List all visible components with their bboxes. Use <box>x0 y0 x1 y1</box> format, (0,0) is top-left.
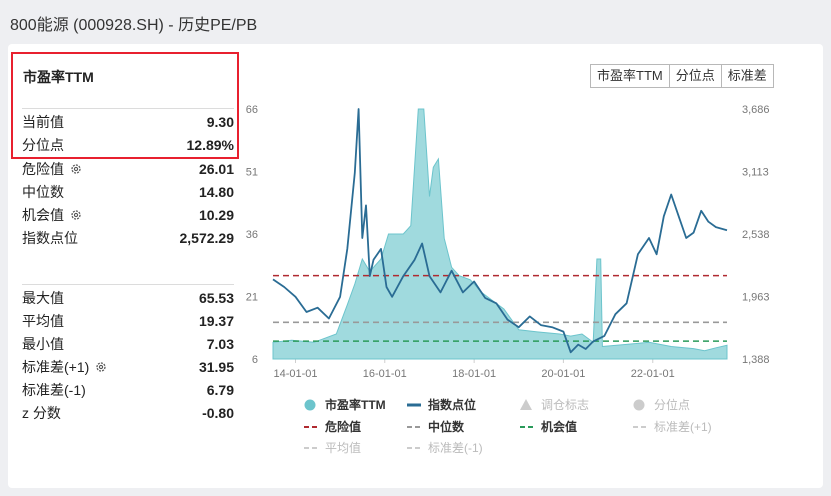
stat-label: 最小值 <box>22 336 64 352</box>
tab-percentile[interactable]: 分位点 <box>668 65 721 87</box>
stat-label: 最大值 <box>22 290 64 306</box>
panel-title: 市盈率TTM <box>23 69 94 85</box>
stat-row: 中位数 14.80 <box>22 182 234 202</box>
stat-row: 危险值 26.01 <box>22 159 234 179</box>
stat-row: 标准差(-1) 6.79 <box>22 380 234 400</box>
metric-tabs: 市盈率TTM 分位点 标准差 <box>590 64 774 88</box>
tab-std-dev[interactable]: 标准差 <box>720 65 773 87</box>
stat-row: 机会值 10.29 <box>22 205 234 225</box>
stat-row: 标准差(+1) 31.95 <box>22 357 234 377</box>
stat-value: 7.03 <box>206 336 234 352</box>
stat-row: 最大值 65.53 <box>22 288 234 308</box>
stat-value: 14.80 <box>198 184 234 200</box>
stat-label: z 分数 <box>22 405 61 421</box>
stat-value: 31.95 <box>198 359 234 375</box>
stat-label: 中位数 <box>22 184 64 200</box>
stat-label: 指数点位 <box>22 230 78 246</box>
stat-value: 9.30 <box>206 114 234 130</box>
stat-row: 最小值 7.03 <box>22 334 234 354</box>
stat-label: 标准差(-1) <box>22 382 86 398</box>
stat-value: 10.29 <box>198 207 234 223</box>
stat-row: 指数点位 2,572.29 <box>22 228 234 248</box>
stat-value: 2,572.29 <box>179 230 235 246</box>
stat-label: 标准差(+1) <box>22 357 107 377</box>
stat-row: z 分数 -0.80 <box>22 403 234 423</box>
stat-row: 当前值 9.30 <box>22 112 234 132</box>
stat-label: 机会值 <box>22 205 82 225</box>
divider <box>22 284 234 285</box>
stat-value: 19.37 <box>198 313 234 329</box>
divider <box>22 108 234 109</box>
settings-gear-icon[interactable] <box>64 209 82 221</box>
page-title: 800能源 (000928.SH) - 历史PE/PB <box>10 17 258 34</box>
stat-label: 平均值 <box>22 313 64 329</box>
highlight-box <box>11 52 239 159</box>
stat-value: 65.53 <box>198 290 234 306</box>
stat-value: 26.01 <box>198 161 234 177</box>
tab-pe-ttm[interactable]: 市盈率TTM <box>591 65 669 87</box>
stat-value: 6.79 <box>206 382 234 398</box>
stat-row: 平均值 19.37 <box>22 311 234 331</box>
stat-value: -0.80 <box>202 405 234 421</box>
stat-label: 危险值 <box>22 159 82 179</box>
stat-label: 当前值 <box>22 114 64 130</box>
stat-row: 分位点 12.89% <box>22 135 234 155</box>
settings-gear-icon[interactable] <box>64 163 82 175</box>
stat-label: 分位点 <box>22 137 64 153</box>
stat-value: 12.89% <box>186 137 234 153</box>
settings-gear-icon[interactable] <box>89 361 107 373</box>
